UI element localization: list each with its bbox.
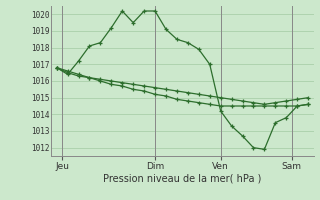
X-axis label: Pression niveau de la mer( hPa ): Pression niveau de la mer( hPa ) [103, 173, 261, 183]
